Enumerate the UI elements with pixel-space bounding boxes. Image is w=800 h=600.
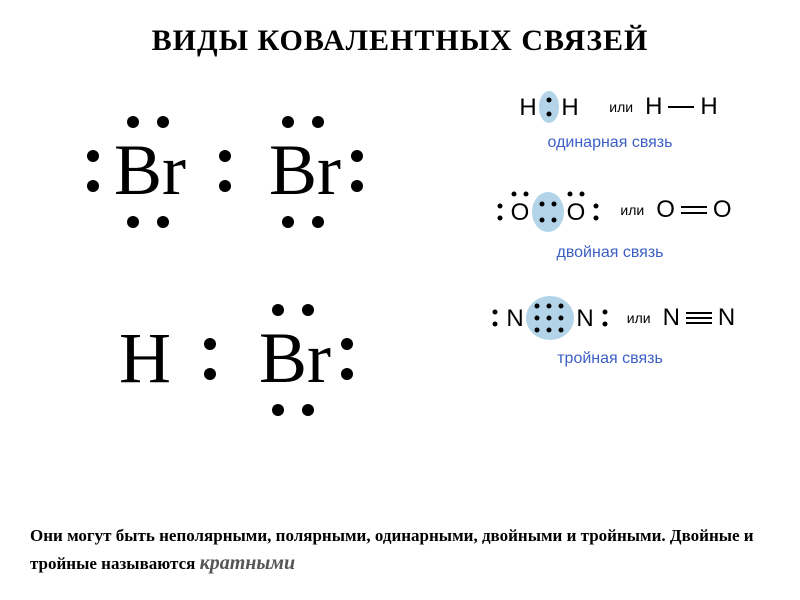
content-area: Br Br H — [0, 74, 800, 454]
svg-text:H: H — [520, 94, 537, 121]
single-bond-row: H H или H H одинарная связь — [440, 84, 780, 152]
hh-lewis: H H — [502, 84, 597, 130]
oo-lewis: O O — [488, 180, 608, 240]
svg-text:N: N — [576, 305, 593, 332]
nn-line: N N — [663, 304, 736, 332]
svg-text:O: O — [511, 199, 530, 226]
left-panel: Br Br H — [20, 74, 430, 454]
svg-text:Br: Br — [259, 318, 331, 398]
or-text-3: или — [627, 310, 651, 326]
double-bond-row: O O или O — [440, 180, 780, 262]
or-text-1: или — [609, 99, 633, 115]
svg-text:Br: Br — [269, 130, 341, 210]
page-title: ВИДЫ КОВАЛЕНТНЫХ СВЯЗЕЙ — [0, 0, 800, 74]
oo-line: O O — [656, 196, 731, 224]
svg-text:Br: Br — [114, 130, 186, 210]
double-bond-label: двойная связь — [557, 244, 664, 262]
svg-text:N: N — [506, 305, 523, 332]
svg-text:O: O — [567, 199, 586, 226]
triple-bond-row: N N или N — [440, 290, 780, 368]
svg-text:H: H — [562, 94, 579, 121]
triple-bond-label: тройная связь — [557, 350, 663, 368]
hh-line: H H — [645, 93, 718, 121]
footer-text: Они могут быть неполярными, полярными, о… — [30, 523, 770, 579]
svg-text:H: H — [119, 318, 171, 398]
nn-lewis: N N — [485, 290, 615, 346]
or-text-2: или — [620, 202, 644, 218]
br2-lewis: Br Br — [35, 84, 415, 274]
single-bond-label: одинарная связь — [548, 134, 673, 152]
right-panel: H H или H H одинарная связь O O — [440, 74, 780, 454]
hbr-lewis: H Br — [35, 274, 415, 454]
